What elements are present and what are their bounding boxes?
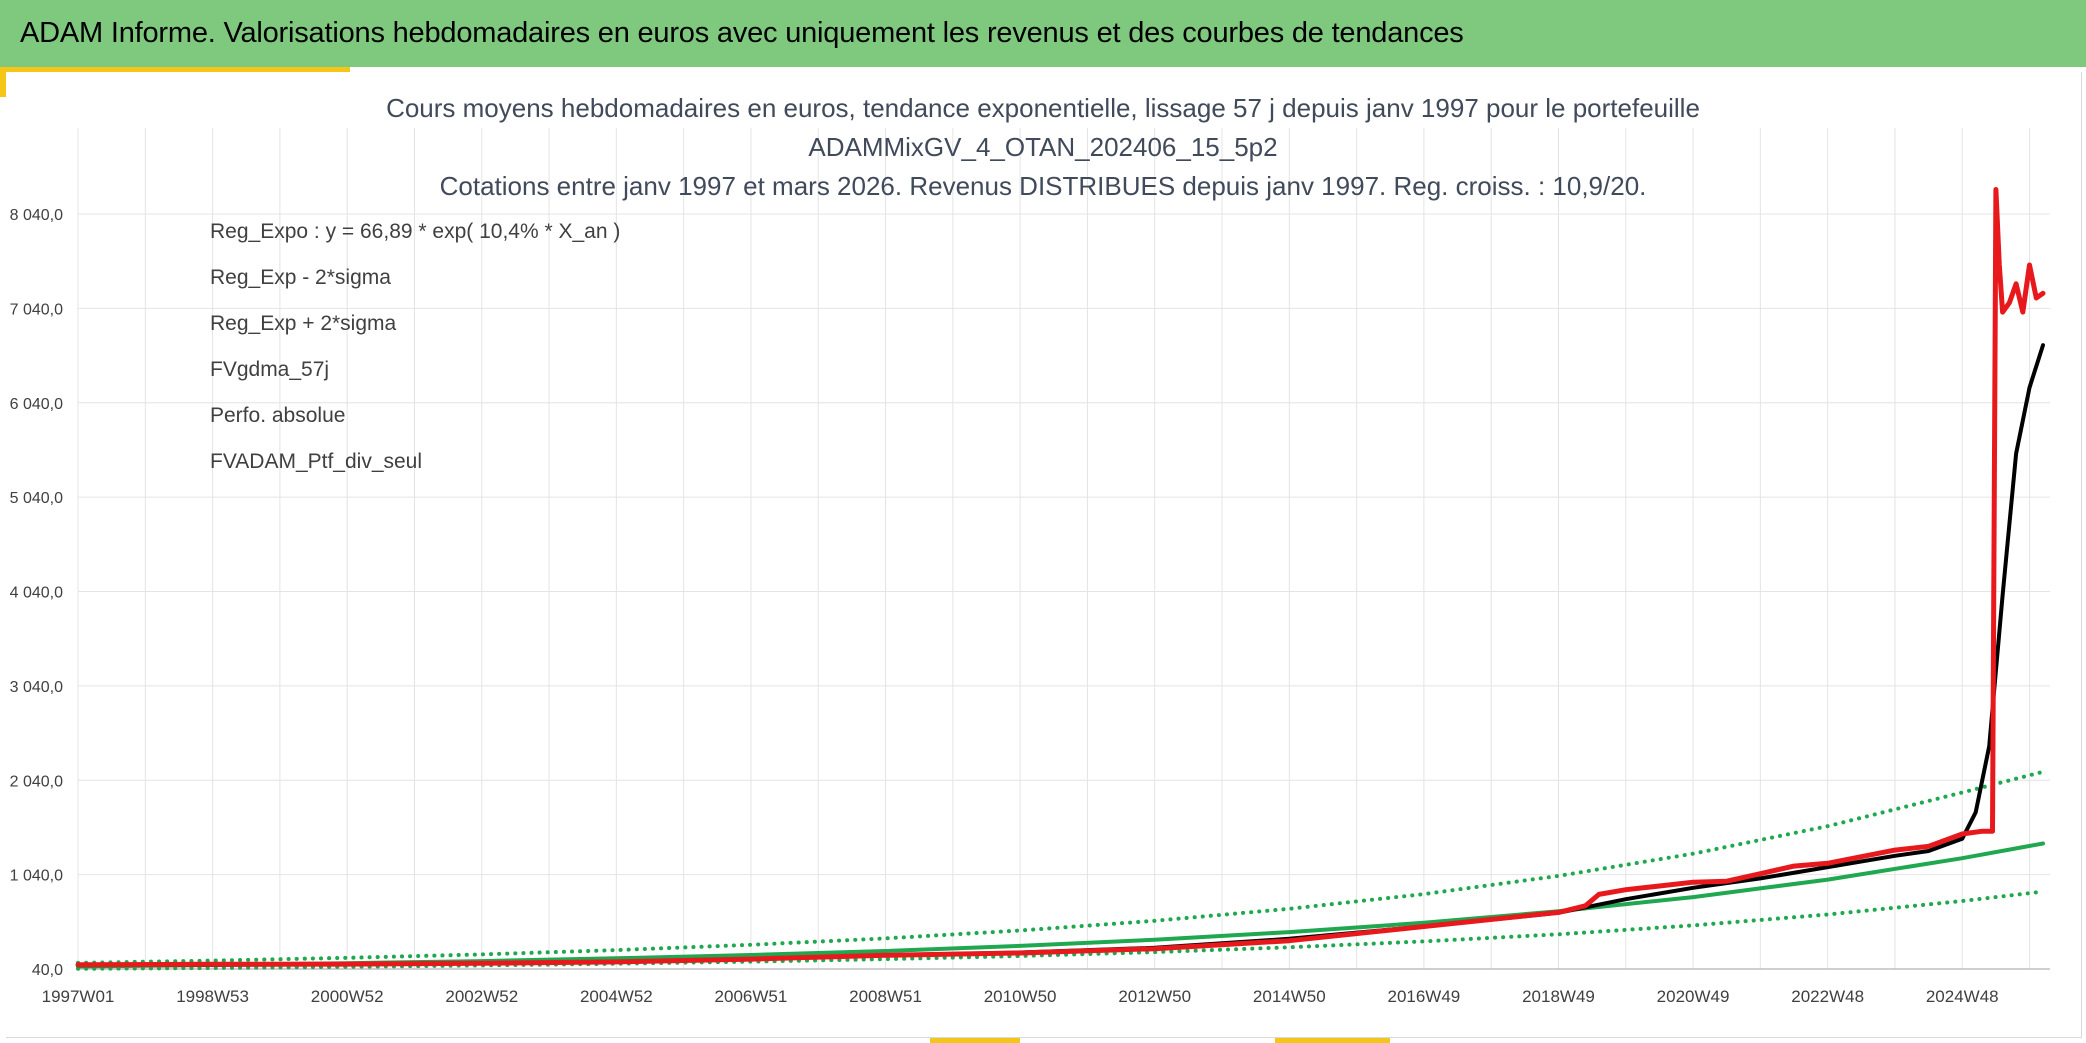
accent-bar-bottom-b [1275, 1038, 1390, 1043]
x-tick-label: 2018W49 [1522, 987, 1595, 1006]
series-line-reg-exp-2-sigma [76, 889, 2045, 971]
x-tick-label: 2014W50 [1253, 987, 1326, 1006]
x-tick-label: 2016W49 [1387, 987, 1460, 1006]
chart-title-line-2: ADAMMixGV_4_OTAN_202406_15_5p2 [808, 132, 1278, 162]
y-tick-label: 1 040,0 [10, 868, 63, 885]
x-tick-label: 2010W50 [984, 987, 1057, 1006]
legend-label-reg-expo: Reg_Expo : y = 66,89 * exp( 10,4% * X_an… [210, 220, 621, 243]
y-tick-label: 6 040,0 [10, 396, 63, 413]
legend-label-reg-exp-minus: Reg_Exp - 2*sigma [210, 266, 391, 289]
y-tick-label: 8 040,0 [10, 207, 63, 224]
accent-bar-top [0, 67, 350, 72]
x-tick-label: 2006W51 [715, 987, 788, 1006]
y-tick-label: 40,0 [32, 962, 63, 979]
accent-bar-left [0, 67, 6, 97]
y-tick-label: 4 040,0 [10, 585, 63, 602]
x-tick-label: 2022W48 [1791, 987, 1864, 1006]
series-line-fvadam-ptf-div-seul [75, 187, 2046, 968]
legend-label-fvgdma: FVgdma_57j [210, 358, 330, 381]
chart-frame [6, 72, 2082, 1038]
legend-label-reg-exp-plus: Reg_Exp + 2*sigma [210, 312, 397, 335]
x-tick-label: 1997W01 [42, 987, 115, 1006]
accent-bar-bottom-a [930, 1038, 1020, 1043]
legend-label-perfo-absolue: Perfo. absolue [210, 404, 346, 427]
x-tick-label: 2012W50 [1118, 987, 1191, 1006]
x-tick-label: 2008W51 [849, 987, 922, 1006]
series-line-fvgdma-57j [76, 343, 2045, 968]
chart-title-line-3: Cotations entre janv 1997 et mars 2026. … [439, 171, 1647, 201]
x-tick-label: 2000W52 [311, 987, 384, 1006]
series-line-reg-expo-y-66-89-exp-10-4-x-an [76, 841, 2045, 969]
series-line-reg-exp-2-sigma [76, 769, 2045, 965]
y-tick-label: 2 040,0 [10, 773, 63, 790]
legend-label-fvadam: FVADAM_Ptf_div_seul [210, 450, 423, 473]
x-tick-label: 2024W48 [1926, 987, 1999, 1006]
chart-title-line-1: Cours moyens hebdomadaires en euros, ten… [386, 93, 1700, 123]
header-bar: ADAM Informe. Valorisations hebdomadaire… [0, 0, 2086, 67]
page-title: ADAM Informe. Valorisations hebdomadaire… [20, 17, 1464, 49]
x-tick-label: 2004W52 [580, 987, 653, 1006]
y-tick-label: 5 040,0 [10, 490, 63, 507]
x-tick-label: 2020W49 [1657, 987, 1730, 1006]
x-tick-label: 2002W52 [445, 987, 518, 1006]
y-tick-label: 3 040,0 [10, 679, 63, 696]
x-tick-label: 1998W53 [176, 987, 249, 1006]
y-tick-label: 7 040,0 [10, 301, 63, 318]
